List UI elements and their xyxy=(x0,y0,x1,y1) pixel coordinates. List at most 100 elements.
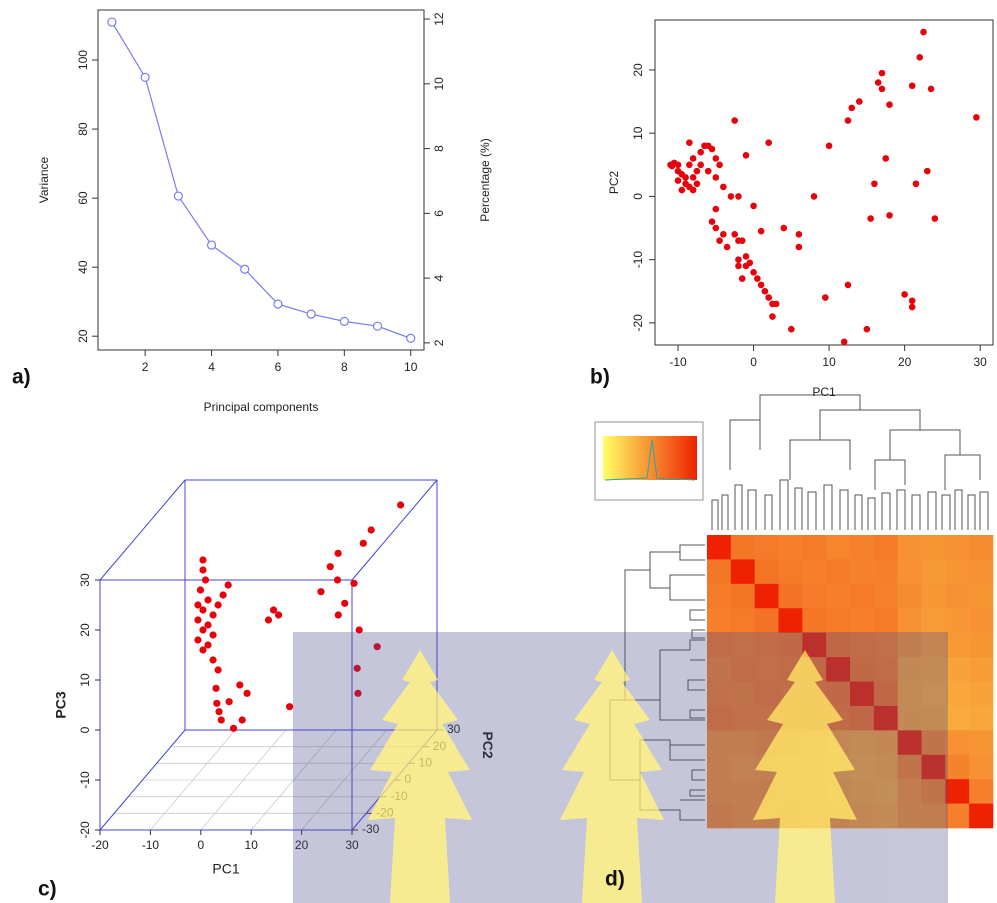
heatmap-cell xyxy=(707,583,732,609)
heatmap-cell xyxy=(945,754,970,780)
data-point xyxy=(780,224,788,232)
x-tick-label: 2 xyxy=(142,360,149,374)
heatmap-cell xyxy=(945,535,970,560)
data-point xyxy=(372,321,383,331)
heatmap-cell xyxy=(921,754,946,780)
data-point xyxy=(212,684,220,692)
data-point xyxy=(908,82,916,90)
heatmap-cell xyxy=(921,583,946,609)
heatmap-cell xyxy=(707,730,732,756)
data-point xyxy=(215,708,223,716)
heatmap-cell xyxy=(730,754,755,780)
data-point xyxy=(720,183,727,191)
heatmap-cell xyxy=(802,608,827,633)
data-point xyxy=(746,259,754,267)
y-tick-label: 20 xyxy=(76,329,90,343)
heatmap-cell xyxy=(873,583,898,609)
data-point xyxy=(731,117,738,124)
heatmap-cell xyxy=(850,608,875,633)
heatmap-cell xyxy=(730,681,755,707)
data-point xyxy=(757,227,765,235)
data-point xyxy=(686,161,693,169)
heatmap-cell xyxy=(826,583,851,609)
data-point xyxy=(199,626,207,634)
heatmap-cell xyxy=(945,779,970,804)
data-point xyxy=(674,161,682,169)
heatmap-cell xyxy=(826,681,851,707)
heatmap-cell xyxy=(826,632,851,658)
y-axis-label: Variance xyxy=(37,156,51,203)
z-tick-label: -20 xyxy=(78,821,92,839)
heatmap-cell xyxy=(707,803,732,829)
y-tick-label: 40 xyxy=(76,260,90,274)
data-point xyxy=(397,501,405,509)
data-point xyxy=(712,205,720,213)
data-point xyxy=(697,148,704,156)
data-point xyxy=(923,167,931,175)
data-point xyxy=(214,601,222,609)
heatmap-cell xyxy=(730,559,755,585)
data-point xyxy=(286,703,294,711)
heatmap-cell xyxy=(897,559,922,585)
data-point xyxy=(194,636,202,644)
heatmap-cell xyxy=(707,559,732,585)
data-point xyxy=(712,224,720,232)
x-axis-label: Principal components xyxy=(204,400,319,414)
data-point xyxy=(750,268,757,276)
data-point xyxy=(757,281,765,289)
heatmap-cell xyxy=(778,632,803,658)
heatmap-cell xyxy=(730,535,755,560)
data-point xyxy=(874,79,882,86)
panel-label: a) xyxy=(12,366,31,389)
data-point xyxy=(916,54,924,61)
data-point xyxy=(367,526,375,534)
data-point xyxy=(769,313,776,320)
x-axis-label: PC1 xyxy=(212,861,239,877)
heatmap-cell xyxy=(921,632,946,658)
data-point xyxy=(678,186,686,194)
heatmap-cell xyxy=(754,681,779,707)
heatmap-cell xyxy=(730,730,755,756)
z-tick-label: -10 xyxy=(78,771,92,789)
watermark xyxy=(293,632,948,903)
heatmap-cell xyxy=(969,779,994,804)
data-point xyxy=(333,576,342,584)
key-histogram xyxy=(604,439,696,481)
data-point xyxy=(772,300,780,308)
data-point xyxy=(882,155,890,162)
data-point xyxy=(723,243,731,251)
data-point xyxy=(727,193,735,200)
heatmap-cell xyxy=(873,705,898,731)
data-point xyxy=(878,69,886,77)
data-point xyxy=(878,85,886,93)
data-point xyxy=(912,180,920,188)
heatmap-cell xyxy=(730,705,755,731)
heatmap-cell xyxy=(969,559,994,585)
heatmap-cell xyxy=(921,535,946,560)
data-point xyxy=(339,316,349,326)
y-tick-label: 30 xyxy=(447,722,461,736)
data-point xyxy=(754,275,761,282)
data-point xyxy=(199,646,207,654)
data-point xyxy=(863,325,871,333)
heatmap-cell xyxy=(873,754,898,780)
y2-tick-label: 4 xyxy=(432,274,446,281)
heatmap-cell xyxy=(945,681,970,707)
data-point xyxy=(668,162,676,170)
data-point xyxy=(708,145,716,153)
x-tick-label: 8 xyxy=(341,360,348,374)
z-tick-label: 20 xyxy=(78,623,92,637)
heatmap-cell xyxy=(850,681,875,707)
data-point xyxy=(194,601,202,609)
x-tick-label: 20 xyxy=(295,838,309,852)
data-point xyxy=(334,611,342,619)
data-point xyxy=(334,549,342,557)
box-edge xyxy=(99,479,186,581)
data-point xyxy=(359,539,367,547)
data-point xyxy=(204,621,212,629)
y-tick-label: 20 xyxy=(631,63,645,77)
heatmap-cell xyxy=(921,803,946,829)
heatmap-cell xyxy=(707,705,732,731)
data-point xyxy=(264,616,273,624)
data-point xyxy=(199,556,207,564)
